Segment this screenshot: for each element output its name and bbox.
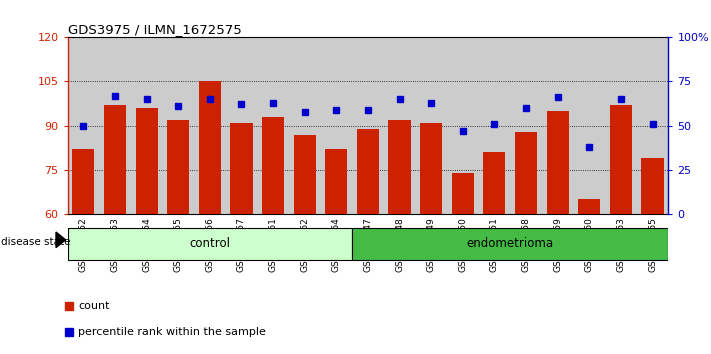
Bar — [574, 37, 605, 214]
Bar — [641, 158, 663, 214]
Bar — [479, 37, 510, 214]
Bar — [483, 152, 506, 214]
Bar — [68, 37, 99, 214]
Bar — [289, 37, 321, 214]
Bar — [515, 132, 537, 214]
Bar — [99, 37, 131, 214]
Bar — [104, 105, 126, 214]
Bar — [131, 37, 162, 214]
Polygon shape — [56, 232, 65, 248]
Bar — [384, 37, 415, 214]
Bar — [451, 173, 474, 214]
Bar — [73, 149, 95, 214]
Text: endometrioma: endometrioma — [466, 237, 554, 250]
Bar — [162, 37, 194, 214]
Bar — [610, 105, 632, 214]
FancyBboxPatch shape — [352, 228, 668, 260]
FancyBboxPatch shape — [68, 228, 352, 260]
Bar — [325, 149, 348, 214]
Bar — [294, 135, 316, 214]
Bar — [357, 129, 379, 214]
Bar — [637, 37, 668, 214]
Bar — [167, 120, 189, 214]
Bar — [352, 37, 384, 214]
Bar — [605, 37, 637, 214]
Bar — [225, 37, 257, 214]
Bar — [321, 37, 352, 214]
Bar — [388, 120, 411, 214]
Bar — [199, 81, 221, 214]
Bar — [510, 37, 542, 214]
Bar — [447, 37, 479, 214]
Bar — [542, 37, 574, 214]
Bar — [547, 111, 569, 214]
Text: count: count — [78, 301, 110, 311]
Bar — [257, 37, 289, 214]
Bar — [194, 37, 225, 214]
Bar — [415, 37, 447, 214]
Text: disease state: disease state — [1, 238, 71, 247]
Text: percentile rank within the sample: percentile rank within the sample — [78, 327, 266, 337]
Bar — [420, 123, 442, 214]
Text: GDS3975 / ILMN_1672575: GDS3975 / ILMN_1672575 — [68, 23, 241, 36]
Bar — [262, 117, 284, 214]
Bar — [136, 108, 158, 214]
Bar — [230, 123, 252, 214]
Bar — [578, 199, 600, 214]
Text: control: control — [189, 237, 230, 250]
